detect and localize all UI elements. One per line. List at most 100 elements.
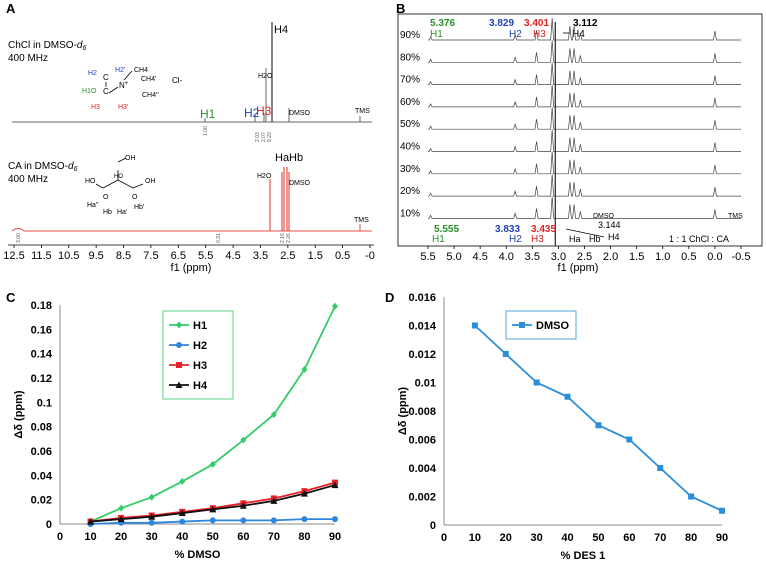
spec2-integrals: 3.00 0.31 2.16 2.26 <box>16 233 292 243</box>
panel-a: A ChCl in DMSO-d6 400 MHz H2 H2' CH4 CH4… <box>3 1 375 274</box>
spec2-baseline <box>11 228 372 232</box>
y-tick-label: 0.006 <box>408 435 436 447</box>
b-top-h2-value: 3.829 <box>489 18 514 29</box>
b-percent-label: 60% <box>400 97 420 108</box>
spec2-freq: 400 MHz <box>8 174 48 185</box>
y-axis-title: Δδ (ppm) <box>13 390 25 439</box>
panel-b-traces: 90% 80% 70% 60% 50% 40% 30% 20% 10% <box>400 17 741 246</box>
panel-a-xticks: 12.5 11.5 10.5 9.5 8.5 7.5 6.5 5.5 4.5 3.5 2.5 1.5 0… <box>3 245 375 262</box>
spec1-freq: 400 MHz <box>8 53 48 64</box>
a-xtick-label: 3.5 <box>253 250 268 262</box>
svg-text:C: C <box>103 73 109 82</box>
x-tick-label: 60 <box>623 532 635 544</box>
svg-text:O: O <box>103 194 109 201</box>
svg-text:HO: HO <box>85 178 96 185</box>
legend-label: H4 <box>193 380 208 392</box>
spec1-label-h3: H3 <box>256 104 272 118</box>
b-percent-label: 50% <box>400 119 420 130</box>
point-h4 <box>270 497 278 504</box>
y-tick-label: 0.16 <box>31 324 52 336</box>
b-xtick-label: 1.5 <box>629 251 644 263</box>
x-tick-label: 20 <box>500 532 512 544</box>
point-h2 <box>332 516 338 523</box>
y-tick-label: 0 <box>46 519 52 531</box>
a-xtick-label: 11.5 <box>31 250 52 262</box>
b-percent-label: 80% <box>400 52 420 63</box>
y-tick-label: 0.004 <box>408 463 436 475</box>
spec1-label-h2o: H2O <box>258 73 273 80</box>
x-tick-label: 30 <box>531 532 543 544</box>
x-tick-label: 60 <box>237 531 249 543</box>
spec2-title: CA in DMSO-d6 <box>8 161 78 173</box>
legend-marker <box>176 362 182 368</box>
point-h2 <box>301 516 308 523</box>
a-xtick-label: 4.5 <box>225 250 240 262</box>
svg-text:H2: H2 <box>88 70 97 77</box>
x-tick-label: 80 <box>298 531 310 543</box>
a-xtick-label: 6.5 <box>171 250 186 262</box>
point-h4 <box>148 513 156 520</box>
b-bot-h3-label: H3 <box>531 234 544 245</box>
x-tick-label: 0 <box>441 532 447 544</box>
point-h4 <box>178 509 186 517</box>
point-h1 <box>179 477 186 485</box>
point-h1 <box>270 411 277 418</box>
svg-text:Hb': Hb' <box>134 204 144 211</box>
series-line-dmso <box>474 324 723 512</box>
b-xtick-label: 2.5 <box>577 251 592 263</box>
b-bot-h4-value: 3.144 <box>598 220 621 230</box>
legend-label: H1 <box>193 320 207 332</box>
a-xtick-label: 1.5 <box>308 250 323 262</box>
b-top-h4-label: H4 <box>572 29 585 40</box>
spec1-label-tms: TMS <box>355 108 370 115</box>
b-trace <box>428 196 741 219</box>
y-tick-label: 0.008 <box>408 406 436 418</box>
point-h4 <box>87 518 95 525</box>
x-tick-label: 40 <box>176 531 188 543</box>
b-trace <box>428 174 741 197</box>
y-tick-label: 0 <box>430 520 436 532</box>
b-xtick-label: 3.0 <box>551 251 566 263</box>
point-dmso <box>657 465 664 471</box>
svg-text:CH4: CH4 <box>134 67 148 74</box>
b-top-h1-label: H1 <box>430 29 443 40</box>
svg-text:Cl-: Cl- <box>172 76 183 85</box>
chcl-structure: H2 H2' CH4 CH4' H1O H3 H3' CH4'' C N+ C … <box>82 67 183 111</box>
legend-marker <box>176 342 182 348</box>
svg-text:CH4': CH4' <box>141 76 156 83</box>
b-top-h4-value: 3.112 <box>573 18 598 29</box>
b-trace <box>428 151 741 175</box>
spec1-title: ChCl in DMSO-d6 <box>8 40 86 52</box>
legend-label: H2 <box>193 340 207 352</box>
b-bot-h4-arrow <box>565 228 605 238</box>
svg-text:3.00: 3.00 <box>16 233 22 243</box>
a-xtick-label: 0.5 <box>335 250 350 262</box>
svg-text:OH: OH <box>145 178 156 185</box>
a-xtick-label: 8.5 <box>116 250 131 262</box>
point-dmso <box>533 379 540 386</box>
b-xtick-label: -0.5 <box>732 251 751 263</box>
b-percent-label: 30% <box>400 164 420 175</box>
point-h4 <box>209 505 217 513</box>
b-xtick-label: 3.5 <box>525 251 540 263</box>
panel-b-frame <box>397 13 763 247</box>
b-trace <box>428 107 741 130</box>
b-bot-h3-value: 3.435 <box>531 224 556 235</box>
y-tick-label: 0.08 <box>31 422 52 434</box>
point-h1 <box>332 302 338 310</box>
b-xtick-label: 0.5 <box>681 251 696 263</box>
b-xtick-label: 5.0 <box>446 251 461 263</box>
b-percent-label: 40% <box>400 142 420 153</box>
point-h4 <box>300 490 308 497</box>
svg-text:Ha': Ha' <box>117 209 127 216</box>
b-top-h3-value: 3.401 <box>524 18 549 29</box>
point-h1 <box>148 493 155 501</box>
b-dmso-label: DMSO <box>593 213 615 220</box>
y-tick-label: 0.14 <box>31 349 53 361</box>
point-h2 <box>209 517 216 524</box>
y-tick-label: 0.002 <box>408 492 436 504</box>
y-tick-label: 0.02 <box>31 495 52 507</box>
b-bot-h1-value: 5.555 <box>434 224 459 235</box>
b-trace <box>428 84 741 108</box>
panel-b-xticks: 5.5 5.0 4.5 4.0 3.5 3.0 2.5 2.0 1.5 1.0 0.5 0.0 -0.5 <box>420 246 750 263</box>
